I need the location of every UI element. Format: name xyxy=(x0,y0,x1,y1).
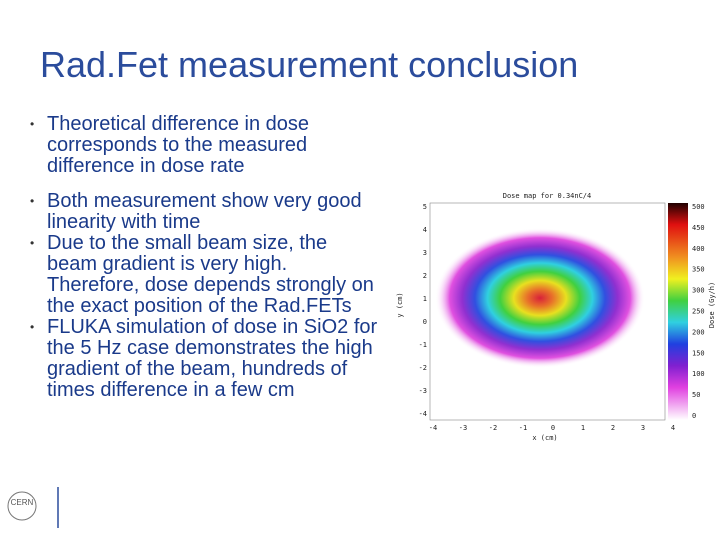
colorbar-tick-label: 0 xyxy=(692,412,696,420)
colorbar-tick-label: 400 xyxy=(692,245,705,253)
y-tick-label: -1 xyxy=(419,341,427,349)
y-tick-label: -4 xyxy=(419,410,427,418)
x-tick-label: 3 xyxy=(641,424,645,432)
y-tick-label: 0 xyxy=(423,318,427,326)
colorbar-tick-label: 500 xyxy=(692,203,705,211)
bullet: Theoretical difference in dose correspon… xyxy=(0,114,382,177)
x-tick-label: 0 xyxy=(551,424,555,432)
bullet: Due to the small beam size, the beam gra… xyxy=(0,233,382,317)
colorbar-tick-label: 100 xyxy=(692,370,705,378)
x-tick-label: 4 xyxy=(671,424,675,432)
y-tick-label: -3 xyxy=(419,387,427,395)
y-label: y (cm) xyxy=(396,292,404,317)
colorbar-tick-label: 350 xyxy=(692,266,705,274)
y-tick-label: 3 xyxy=(423,249,427,257)
x-tick-label: -3 xyxy=(459,424,467,432)
colorbar xyxy=(668,203,688,420)
colorbar-tick-label: 50 xyxy=(692,391,700,399)
figure-title: Dose map for 0.34nC/4 xyxy=(503,192,592,200)
y-tick-label: -2 xyxy=(419,364,427,372)
dose-map xyxy=(435,228,645,368)
x-tick-label: -2 xyxy=(489,424,497,432)
x-tick-label: 2 xyxy=(611,424,615,432)
x-tick-label: -4 xyxy=(429,424,437,432)
colorbar-tick-label: 150 xyxy=(692,349,705,357)
bullet: FLUKA simulation of dose in SiO2 for the… xyxy=(0,317,382,401)
bullet: Both measurement show very good linearit… xyxy=(0,191,382,233)
slide-title: Rad.Fet measurement conclusion xyxy=(40,44,579,85)
x-tick-label: 1 xyxy=(581,424,585,432)
colorbar-tick-label: 250 xyxy=(692,308,705,316)
y-tick-label: 1 xyxy=(423,295,427,303)
x-tick-label: -1 xyxy=(519,424,527,432)
logo: CERN xyxy=(11,498,34,507)
x-label: x (cm) xyxy=(532,434,557,442)
logo-ring xyxy=(7,491,37,521)
y-tick-label: 2 xyxy=(423,272,427,280)
y-tick-label: 4 xyxy=(423,226,427,234)
colorbar-tick-label: 300 xyxy=(692,287,705,295)
bullet-list: Theoretical difference in dose correspon… xyxy=(0,114,380,401)
colorbar-tick-label: 200 xyxy=(692,328,705,336)
colorbar-label: Dose (Gy/h) xyxy=(708,282,716,328)
y-tick-label: 5 xyxy=(423,203,427,211)
colorbar-tick-label: 450 xyxy=(692,224,705,232)
